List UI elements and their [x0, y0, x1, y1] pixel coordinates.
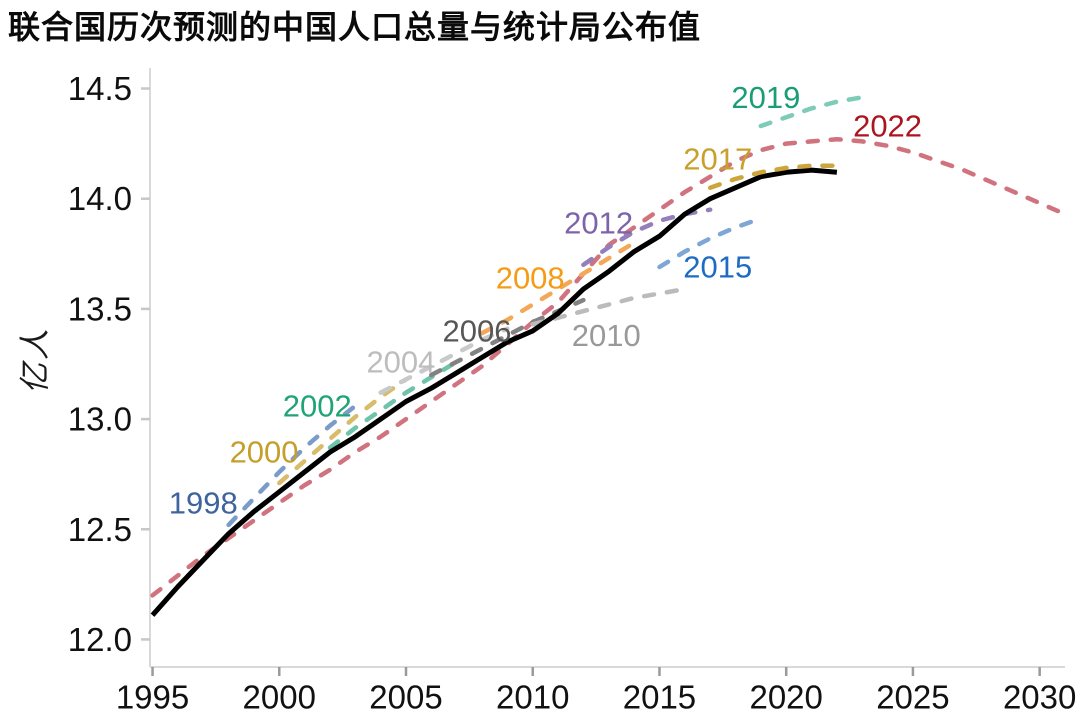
series-line-forecast-1998 [226, 403, 358, 528]
y-tick-label: 12.0 [68, 621, 132, 658]
series-label-forecast-2010: 2010 [572, 318, 641, 353]
series-line-forecast-2000 [277, 377, 409, 486]
x-tick-label: 2010 [496, 679, 569, 714]
x-tick-label: 2015 [623, 679, 696, 714]
series-line-forecast-2004 [378, 326, 510, 395]
series-label-forecast-2004: 2004 [366, 344, 435, 379]
chart-title: 联合国历次预测的中国人口总量与统计局公布值 [8, 9, 702, 45]
y-tick-label: 14.0 [68, 180, 132, 217]
series-label-forecast-1998: 1998 [169, 485, 238, 520]
series-label-forecast-2008: 2008 [496, 261, 565, 296]
series-label-forecast-2000: 2000 [230, 435, 299, 470]
x-tick-label: 2025 [876, 679, 949, 714]
x-tick-label: 1995 [116, 679, 189, 714]
x-tick-label: 2000 [243, 679, 316, 714]
series-label-forecast-2019: 2019 [731, 80, 800, 115]
series-label-forecast-2012: 2012 [564, 205, 633, 240]
series-label-forecast-2022: 2022 [853, 108, 922, 143]
series-line-forecast-2002 [327, 359, 459, 450]
series-line-forecast-2010 [530, 286, 688, 327]
x-tick-label: 2030 [1003, 679, 1076, 714]
series-label-forecast-2002: 2002 [283, 388, 352, 423]
series-line-forecast-2015 [657, 216, 764, 270]
y-tick-label: 14.5 [68, 70, 132, 107]
series-label-forecast-2017: 2017 [683, 142, 752, 177]
y-tick-label: 13.0 [68, 401, 132, 438]
series-line-forecast-2008 [479, 240, 637, 336]
series-label-forecast-2006: 2006 [442, 313, 511, 348]
series-line-forecast-2017 [707, 163, 840, 190]
y-tick-label: 12.5 [68, 511, 132, 548]
series-line-official [150, 167, 838, 617]
y-tick-label: 13.5 [68, 290, 132, 327]
x-tick-label: 2005 [369, 679, 442, 714]
series-line-forecast-2019 [758, 95, 865, 129]
x-tick-label: 2020 [749, 679, 822, 714]
series-label-forecast-2015: 2015 [683, 250, 752, 285]
